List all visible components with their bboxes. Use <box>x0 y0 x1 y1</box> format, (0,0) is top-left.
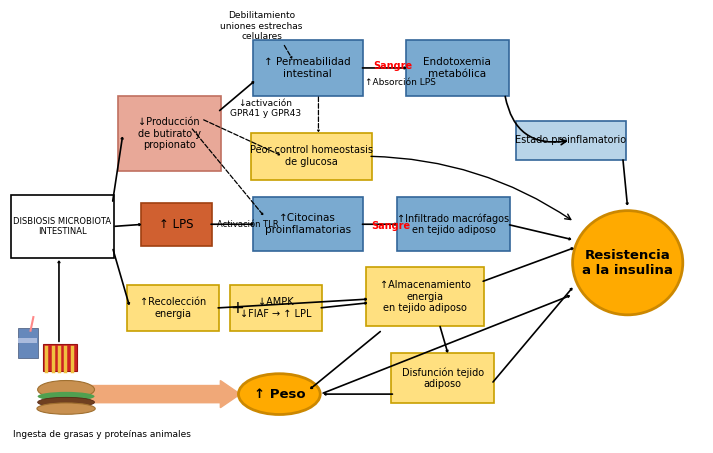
Text: ↑ Peso: ↑ Peso <box>254 388 305 400</box>
Text: DISBIOSIS MICROBIOTA
INTESTINAL: DISBIOSIS MICROBIOTA INTESTINAL <box>14 217 111 236</box>
Text: Resistencia
a la insulina: Resistencia a la insulina <box>583 249 673 277</box>
Ellipse shape <box>38 381 95 399</box>
Text: ↑Infiltrado macrófagos
en tejido adiposo: ↑Infiltrado macrófagos en tejido adiposo <box>397 213 510 235</box>
FancyBboxPatch shape <box>366 267 483 326</box>
Text: ↑Almacenamiento
energia
en tejido adiposo: ↑Almacenamiento energia en tejido adipos… <box>379 280 471 313</box>
Text: Endotoxemia
metabólica: Endotoxemia metabólica <box>423 57 491 79</box>
Text: ↑Absorción LPS: ↑Absorción LPS <box>365 78 436 87</box>
Ellipse shape <box>37 403 96 414</box>
FancyArrow shape <box>84 381 240 408</box>
Text: Estado proinflamatorio: Estado proinflamatorio <box>515 135 627 145</box>
Ellipse shape <box>38 397 95 407</box>
Text: Disfunción tejido
adiposо: Disfunción tejido adiposо <box>402 367 484 389</box>
Text: Sangre: Sangre <box>374 61 413 71</box>
FancyBboxPatch shape <box>43 344 78 371</box>
FancyBboxPatch shape <box>11 195 114 258</box>
FancyBboxPatch shape <box>18 328 38 358</box>
FancyBboxPatch shape <box>252 40 363 96</box>
Text: Ingesta de grasas y proteínas animales: Ingesta de grasas y proteínas animales <box>13 430 190 439</box>
FancyBboxPatch shape <box>126 285 219 331</box>
FancyBboxPatch shape <box>515 121 626 160</box>
FancyBboxPatch shape <box>19 338 37 343</box>
Text: ↓Producción
de butirato y
propionato: ↓Producción de butirato y propionato <box>138 117 200 150</box>
Ellipse shape <box>38 392 95 401</box>
Text: ↓activación
GPR41 y GPR43: ↓activación GPR41 y GPR43 <box>230 99 301 118</box>
Text: Debilitamiento
uniones estrechas
celulares: Debilitamiento uniones estrechas celular… <box>220 11 303 41</box>
Text: ↑ Permeabilidad
intestinal: ↑ Permeabilidad intestinal <box>265 57 351 79</box>
FancyBboxPatch shape <box>406 40 508 96</box>
FancyBboxPatch shape <box>391 353 494 403</box>
Text: ↓AMPK
↓FIAF → ↑ LPL: ↓AMPK ↓FIAF → ↑ LPL <box>240 297 312 319</box>
Text: ↑Citocinas
proinflamatorias: ↑Citocinas proinflamatorias <box>265 213 351 235</box>
Text: ↑ LPS: ↑ LPS <box>159 218 193 231</box>
Text: +: + <box>230 299 244 317</box>
FancyBboxPatch shape <box>140 203 212 246</box>
Text: Sangre: Sangre <box>371 221 411 231</box>
FancyBboxPatch shape <box>118 96 221 171</box>
FancyBboxPatch shape <box>396 197 511 251</box>
Text: ↑Recolección
energia: ↑Recolección energia <box>140 297 206 319</box>
Text: Peor control homeostasis
de glucosa: Peor control homeostasis de glucosa <box>250 145 373 167</box>
FancyBboxPatch shape <box>252 197 363 251</box>
FancyBboxPatch shape <box>251 132 371 180</box>
Ellipse shape <box>238 374 320 414</box>
Ellipse shape <box>573 211 683 315</box>
Text: Activación TLR: Activación TLR <box>217 220 278 229</box>
FancyBboxPatch shape <box>230 285 322 331</box>
